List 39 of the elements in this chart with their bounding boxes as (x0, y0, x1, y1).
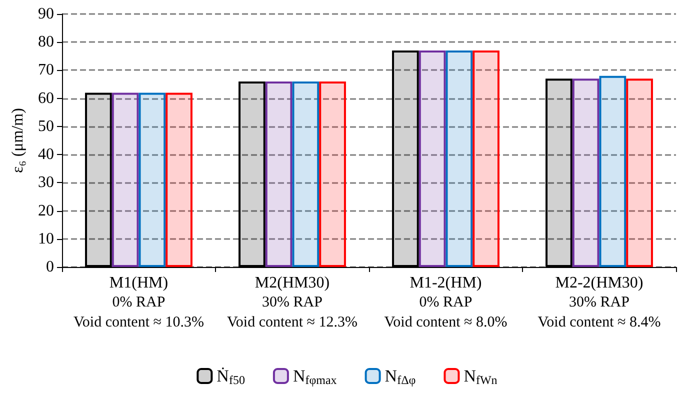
text: Void content ≈ 8.0% (384, 314, 508, 330)
bar (472, 50, 500, 267)
bar (446, 50, 473, 267)
y-tick-label: 10 (38, 230, 54, 248)
x-tick-label: M2-2(HM30) (555, 274, 644, 292)
bar (319, 81, 346, 267)
text: Void content ≈ 10.3% (74, 314, 204, 330)
bar (138, 92, 166, 267)
y-tick-label: 30 (38, 174, 54, 192)
x-tick-label: M2(HM30) (254, 274, 330, 292)
y-tick-label: 80 (38, 34, 54, 51)
y-tick-label: 90 (38, 6, 54, 22)
y-tick-label: 70 (38, 62, 54, 79)
bar (238, 81, 266, 267)
y-tick-label: 50 (38, 118, 54, 135)
bar (572, 78, 600, 267)
text: 0% RAP (112, 294, 166, 310)
y-tick-label: 20 (38, 202, 54, 220)
text: 0% RAP (419, 294, 472, 310)
bar (546, 78, 572, 267)
text: 30% RAP (262, 294, 322, 310)
y-axis-title: ε₆ (μm/m) (10, 108, 26, 173)
bar (292, 81, 320, 267)
bar (599, 76, 626, 267)
y-tick-label: 0 (46, 258, 54, 276)
text: 30% RAP (569, 294, 630, 310)
bar (85, 92, 112, 267)
x-tick-label: M1-2(HM) (410, 274, 482, 292)
y-tick-label: 60 (38, 90, 54, 107)
bar (626, 78, 653, 267)
text: Void content ≈ 12.3% (227, 314, 358, 330)
bar (112, 92, 139, 267)
bar (265, 81, 292, 267)
x-tick-label: M1(HM) (109, 274, 168, 292)
text: Void content ≈ 8.4% (538, 314, 661, 330)
bar (418, 50, 446, 267)
bar (166, 92, 192, 267)
y-tick-label: 40 (38, 146, 54, 164)
bar (392, 50, 419, 267)
